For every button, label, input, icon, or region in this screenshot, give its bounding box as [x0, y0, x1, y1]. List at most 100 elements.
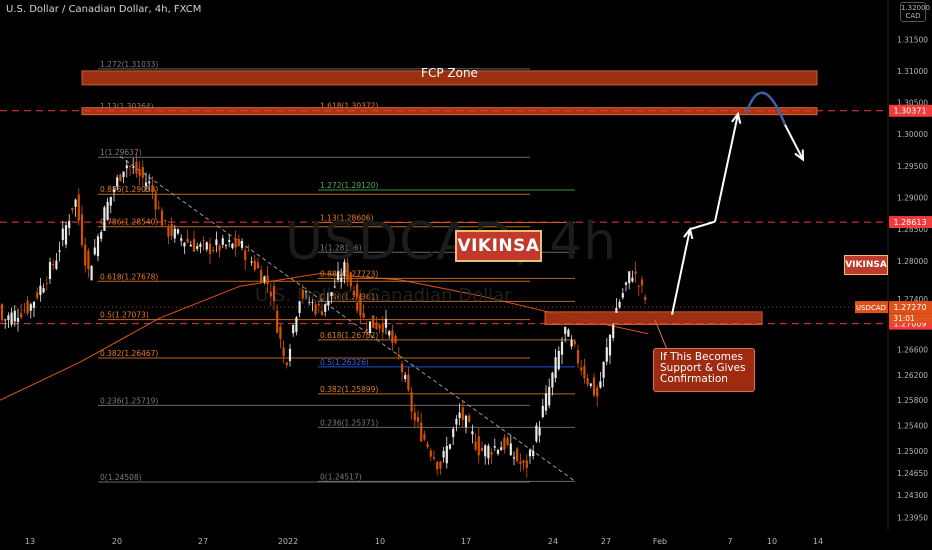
candle-body: [282, 347, 285, 357]
candle-body: [618, 301, 621, 308]
candle-body: [487, 445, 490, 459]
candle-body: [32, 301, 36, 308]
diagonal-trendline: [119, 155, 576, 482]
candle-body: [45, 283, 48, 285]
candle-body: [548, 386, 551, 406]
candle-body: [586, 378, 589, 385]
time-tick-label: 17: [461, 537, 471, 546]
candle-body: [432, 457, 436, 459]
time-axis[interactable]: 13 20 27 2022 10 17 24 27 Feb 7 10 14: [25, 537, 823, 546]
candle-body: [23, 309, 26, 311]
candle-body: [74, 199, 77, 207]
candle-body: [196, 246, 199, 249]
candle-body: [157, 207, 160, 209]
candle-body: [522, 460, 525, 463]
countdown-bg: [889, 313, 932, 324]
candle-body: [320, 311, 324, 316]
candle-body: [170, 223, 173, 237]
candle-body: [125, 165, 128, 169]
candle-body: [16, 318, 20, 322]
candle-body: [192, 239, 196, 252]
candle-body: [442, 450, 445, 458]
price-tick-label: 1.30500: [897, 99, 928, 108]
candle-body: [372, 315, 375, 328]
price-axis[interactable]: 1.31500 1.31000 1.30500 1.30000 1.29500 1.290…: [887, 0, 928, 530]
price-tick-label: 1.29000: [897, 194, 928, 203]
candle-body: [68, 220, 71, 228]
candle-body: [263, 276, 266, 282]
candle-body: [247, 250, 250, 252]
price-tag-label: 1.30371: [893, 107, 926, 116]
candle-body: [128, 165, 132, 167]
zone-layer: [81, 70, 818, 326]
price-tag-label: 1.28613: [893, 218, 926, 227]
price-tick-label: 1.30000: [897, 130, 928, 139]
candle-body: [407, 374, 410, 391]
candle-body: [426, 443, 429, 448]
candle-body: [564, 326, 567, 334]
candle-body: [458, 412, 461, 419]
candle-body: [576, 350, 580, 364]
candle-body: [644, 296, 647, 300]
candle-body: [368, 321, 372, 333]
candles-layer: [0, 152, 647, 478]
candle-body: [221, 238, 224, 245]
candle-body: [493, 446, 496, 448]
candle-body: [448, 444, 452, 449]
candle-body: [288, 348, 292, 361]
candle-body: [532, 451, 535, 456]
price-tick-label: 1.24650: [897, 469, 928, 478]
projection-arrow: [671, 229, 691, 315]
candle-body: [612, 324, 615, 338]
fib-level-label: 1(1.29637): [100, 148, 142, 157]
projection-arrowhead: [731, 111, 742, 124]
fibonacci-layer: 1.272(1.31033) 1.13(1.30364) 1(1.29637) 0.8…: [98, 60, 575, 483]
fib-level-label: 1.13(1.30364): [100, 102, 154, 111]
candle-body: [512, 457, 516, 459]
currency-badge[interactable]: 1.32000 CAD: [900, 2, 930, 22]
price-tag-bg: [889, 301, 932, 314]
callout-pointer: [654, 319, 669, 353]
candle-body: [109, 196, 112, 206]
brand-chip: VIKINSA: [844, 255, 888, 275]
candle-body: [570, 339, 573, 347]
candle-body: [356, 284, 359, 311]
candle-body: [490, 452, 493, 455]
candle-body: [413, 412, 416, 421]
candle-body: [151, 185, 154, 192]
candle-body: [36, 292, 39, 298]
candle-body: [292, 325, 295, 334]
price-tick-label: 1.24300: [897, 491, 928, 500]
candle-body: [96, 236, 100, 257]
price-tick-label: 1.28500: [897, 225, 928, 234]
candle-body: [0, 304, 4, 321]
candle-body: [189, 244, 192, 247]
price-tick-label: 1.25800: [897, 396, 928, 405]
time-tick-label: 10: [375, 537, 385, 546]
fib-level-label: 1.272(1.29120): [320, 181, 378, 190]
candle-body: [164, 220, 167, 222]
candle-body: [602, 361, 605, 378]
candle-body: [381, 323, 384, 333]
countdown-label: 31:01: [893, 314, 915, 323]
candle-body: [506, 438, 509, 446]
time-tick-label: 27: [601, 537, 611, 546]
candle-body: [202, 240, 205, 242]
candle-body: [218, 245, 221, 251]
candle-body: [208, 243, 212, 254]
price-tick-label: 1.25000: [897, 447, 928, 456]
candle-body: [503, 437, 506, 450]
candle-body: [346, 263, 349, 281]
candle-body: [349, 272, 352, 287]
candle-body: [138, 169, 141, 176]
horizontal-levels-layer: [0, 110, 888, 325]
candle-body: [615, 307, 618, 313]
candle-body: [445, 446, 448, 464]
candle-body: [359, 294, 362, 316]
candle-body: [71, 207, 74, 210]
candle-body: [237, 238, 240, 247]
price-tick-label: 1.31500: [897, 35, 928, 44]
price-tick-label: 1.26600: [897, 346, 928, 355]
